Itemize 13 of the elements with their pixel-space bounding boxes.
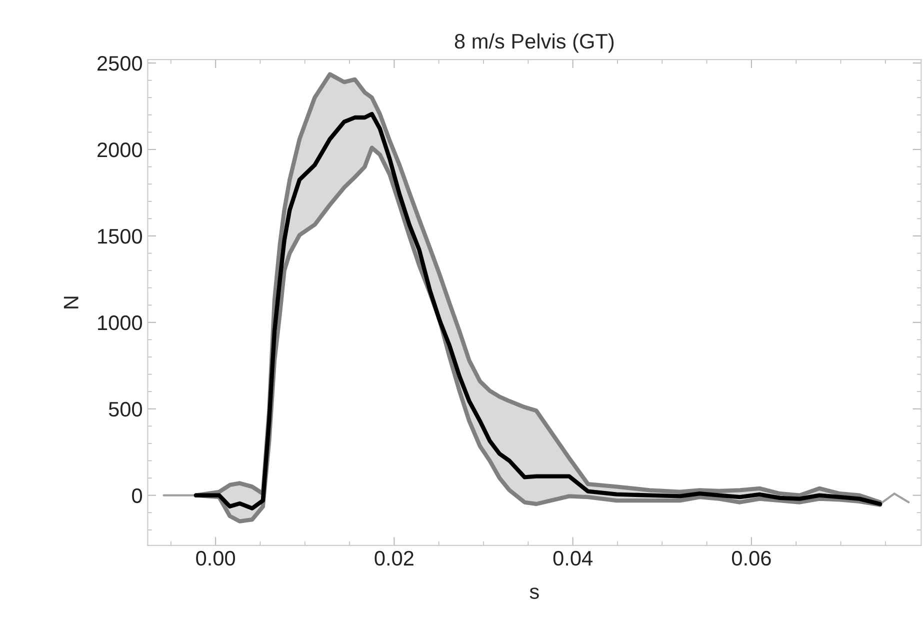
y-tick-label: 2500: [98, 56, 142, 71]
x-tick-label: 0.04: [553, 550, 592, 566]
x-tick-label: 0.02: [374, 550, 414, 566]
y-tick-label: 1500: [98, 228, 142, 244]
x-axis-title: s: [530, 588, 539, 599]
y-tick-label: 2000: [98, 142, 142, 158]
x-tick-label: 0.06: [732, 550, 771, 566]
y-axis-title: N: [64, 296, 78, 308]
x-tick-label: 0.00: [196, 550, 236, 566]
chart-title: 8 m/s Pelvis (GT): [454, 33, 614, 53]
y-tick-label: 1000: [98, 315, 142, 330]
y-tick-label: 0: [132, 488, 142, 504]
y-tick-label: 500: [108, 402, 142, 417]
